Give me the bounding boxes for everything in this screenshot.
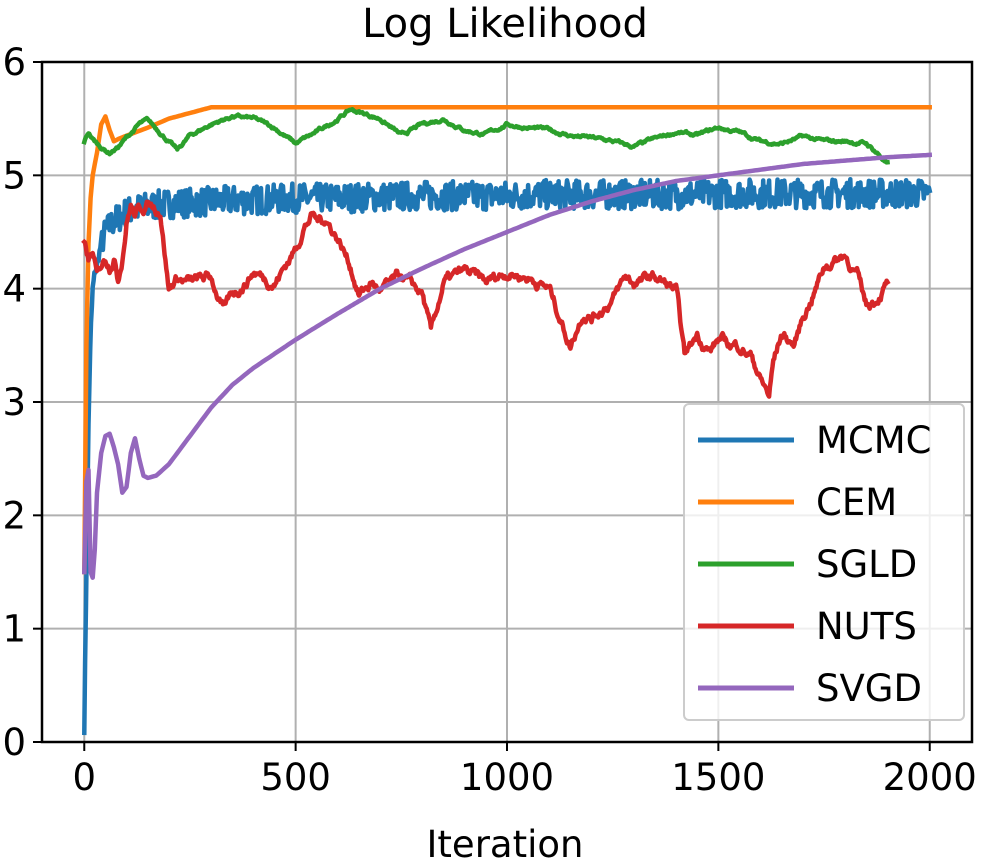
legend-label-sgld: SGLD xyxy=(816,543,917,586)
series-line-cem xyxy=(82,105,932,575)
x-tick-label: 500 xyxy=(260,756,331,799)
x-tick-label: 2000 xyxy=(883,756,977,799)
legend-label-nuts: NUTS xyxy=(816,605,917,648)
y-tick-label: 4 xyxy=(2,268,26,311)
y-tick-label: 6 xyxy=(2,41,26,84)
axis-ticks: 0 500 1000 1500 2000 0 1 2 3 4 5 6 xyxy=(2,41,976,799)
x-tick-label: 1500 xyxy=(671,756,765,799)
y-tick-label: 0 xyxy=(2,721,26,764)
y-tick-label: 2 xyxy=(2,494,26,537)
y-tick-label: 5 xyxy=(2,154,26,197)
legend: MCMC CEM SGLD NUTS SVGD xyxy=(683,403,965,721)
x-axis-label: Iteration xyxy=(427,823,584,861)
legend-label-cem: CEM xyxy=(816,481,897,524)
y-tick-label: 1 xyxy=(2,608,26,651)
series-line-mcmc xyxy=(82,177,933,736)
series-line-svgd xyxy=(81,152,933,580)
series-line-sgld xyxy=(81,107,890,165)
series-lines xyxy=(81,105,933,736)
x-tick-label: 0 xyxy=(72,756,96,799)
x-tick-label: 1000 xyxy=(460,756,554,799)
chart-title: Log Likelihood xyxy=(362,1,648,47)
legend-label-mcmc: MCMC xyxy=(816,419,932,462)
legend-box xyxy=(683,403,965,721)
series-line-nuts xyxy=(81,199,891,399)
legend-label-svgd: SVGD xyxy=(816,667,922,710)
y-tick-label: 3 xyxy=(2,381,26,424)
